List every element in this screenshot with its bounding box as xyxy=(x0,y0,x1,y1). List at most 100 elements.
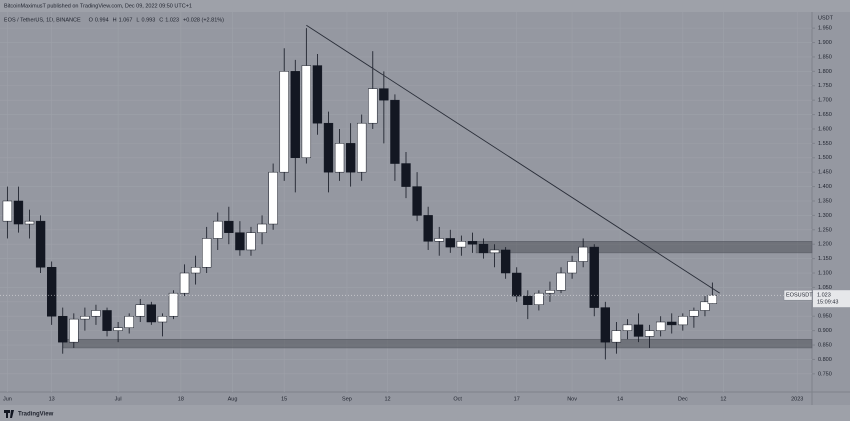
candle-body xyxy=(290,71,300,159)
x-tick-label: 18 xyxy=(178,396,184,402)
candle-body xyxy=(379,88,389,101)
y-tick-label: 1.800 xyxy=(818,69,832,75)
top-bar xyxy=(0,0,850,12)
y-tick-label: 1.950 xyxy=(818,26,832,32)
y-tick-label: 1.300 xyxy=(818,213,832,219)
x-tick-label: 2023 xyxy=(791,396,803,402)
legend-header: EOS / TetherUS, 1D, BINANCE O 0.994 H 1.067 L… xyxy=(4,17,224,23)
y-tick-label: 1.550 xyxy=(818,141,832,147)
candle-body xyxy=(24,220,35,225)
y-tick-label: 0.850 xyxy=(818,342,832,348)
x-tick-label: 13 xyxy=(49,396,55,402)
candle-body xyxy=(257,223,267,233)
y-tick-label: 1.700 xyxy=(818,98,832,104)
candle-body xyxy=(2,200,13,222)
x-tick-label: Nov xyxy=(567,396,577,402)
candle-body xyxy=(589,246,599,308)
x-tick-label: Jul xyxy=(115,396,122,402)
y-tick-label: 1.600 xyxy=(818,126,832,132)
candle-body xyxy=(611,330,622,343)
x-tick-label: Dec xyxy=(678,396,688,402)
candle-body xyxy=(357,122,367,173)
candle-body xyxy=(423,215,433,242)
y-tick-label: 1.750 xyxy=(818,83,832,89)
candle-body xyxy=(334,143,345,173)
y-tick-label: 1.650 xyxy=(818,112,832,118)
ohlc-value: 1.067 xyxy=(119,17,133,23)
candle-body xyxy=(157,315,168,323)
y-tick-label: 1.250 xyxy=(818,227,832,233)
candle-body xyxy=(46,267,57,317)
published-note: BitcoinMaximusT published on TradingView… xyxy=(4,3,192,9)
candle-body xyxy=(80,315,90,320)
candle-body xyxy=(467,241,478,245)
y-tick-label: 1.900 xyxy=(818,40,832,46)
ohlc-label: O xyxy=(89,17,94,23)
candle-body xyxy=(345,143,356,173)
ohlc-label: C xyxy=(159,17,163,23)
symbol-tag xyxy=(783,289,813,301)
y-tick-label: 0.950 xyxy=(818,314,832,320)
candle-body xyxy=(556,272,566,291)
candle-body xyxy=(168,292,179,317)
candle-body xyxy=(235,232,245,251)
ohlc-label: L xyxy=(136,17,139,23)
candle-body xyxy=(644,330,655,337)
candle-body xyxy=(655,321,666,331)
candle-body xyxy=(534,292,544,305)
x-tick-label: Jun xyxy=(3,396,12,402)
candle-body xyxy=(69,318,79,343)
bottom-bar xyxy=(0,405,850,421)
y-tick-label: 0.750 xyxy=(818,371,832,377)
symbol-tag-label: EOSUSDT xyxy=(786,293,813,299)
x-tick-label: 17 xyxy=(514,396,520,402)
candle-body xyxy=(102,310,112,331)
candle-body xyxy=(500,249,511,274)
candle-body xyxy=(667,321,677,326)
countdown: 15:09:43 xyxy=(817,300,838,306)
trendline xyxy=(306,24,720,294)
ohlc-value: 1.023 xyxy=(165,17,179,23)
candle-body xyxy=(301,65,312,159)
y-tick-label: 0.900 xyxy=(818,328,832,334)
y-tick-label: 1.100 xyxy=(818,270,832,276)
y-tick-label: 1.150 xyxy=(818,256,832,262)
brand-logo xyxy=(4,410,14,418)
candle-body xyxy=(135,304,145,317)
zone xyxy=(62,338,813,349)
candle-body xyxy=(689,310,699,317)
y-tick-label: 1.350 xyxy=(818,198,832,204)
candle-body xyxy=(91,310,101,317)
x-tick-label: 12 xyxy=(720,396,726,402)
candle-body xyxy=(622,324,633,331)
candle-body xyxy=(390,99,400,164)
candle-body xyxy=(246,232,256,251)
grid xyxy=(0,12,812,392)
candle-body xyxy=(213,220,223,239)
x-tick-label: Sep xyxy=(342,396,352,402)
x-tick-label: Oct xyxy=(453,396,462,402)
y-tick-label: 1.200 xyxy=(818,242,832,248)
x-tick-label: Aug xyxy=(228,396,238,402)
ohlc-value: 0.994 xyxy=(95,17,109,23)
ohlc-value: 0.993 xyxy=(141,17,155,23)
candle-body xyxy=(678,315,688,326)
x-tick-label: 12 xyxy=(384,396,390,402)
candle-body xyxy=(268,171,278,225)
candle-body xyxy=(600,307,610,343)
candle-body xyxy=(179,272,190,294)
candle-body xyxy=(578,246,588,262)
candle-body xyxy=(224,220,234,233)
candle-body xyxy=(146,304,157,323)
y-tick-label: 1.400 xyxy=(818,184,832,190)
candle-body xyxy=(434,238,444,242)
symbol-header: EOS / TetherUS, 1D, BINANCE xyxy=(4,17,81,23)
y-tick-label: 1.450 xyxy=(818,170,832,176)
y-tick-label: 1.050 xyxy=(818,285,832,291)
candle-body xyxy=(456,241,467,248)
candle-body xyxy=(707,294,718,304)
x-tick-label: 14 xyxy=(617,396,623,402)
candle-body xyxy=(401,163,411,187)
candle-body xyxy=(567,261,577,274)
